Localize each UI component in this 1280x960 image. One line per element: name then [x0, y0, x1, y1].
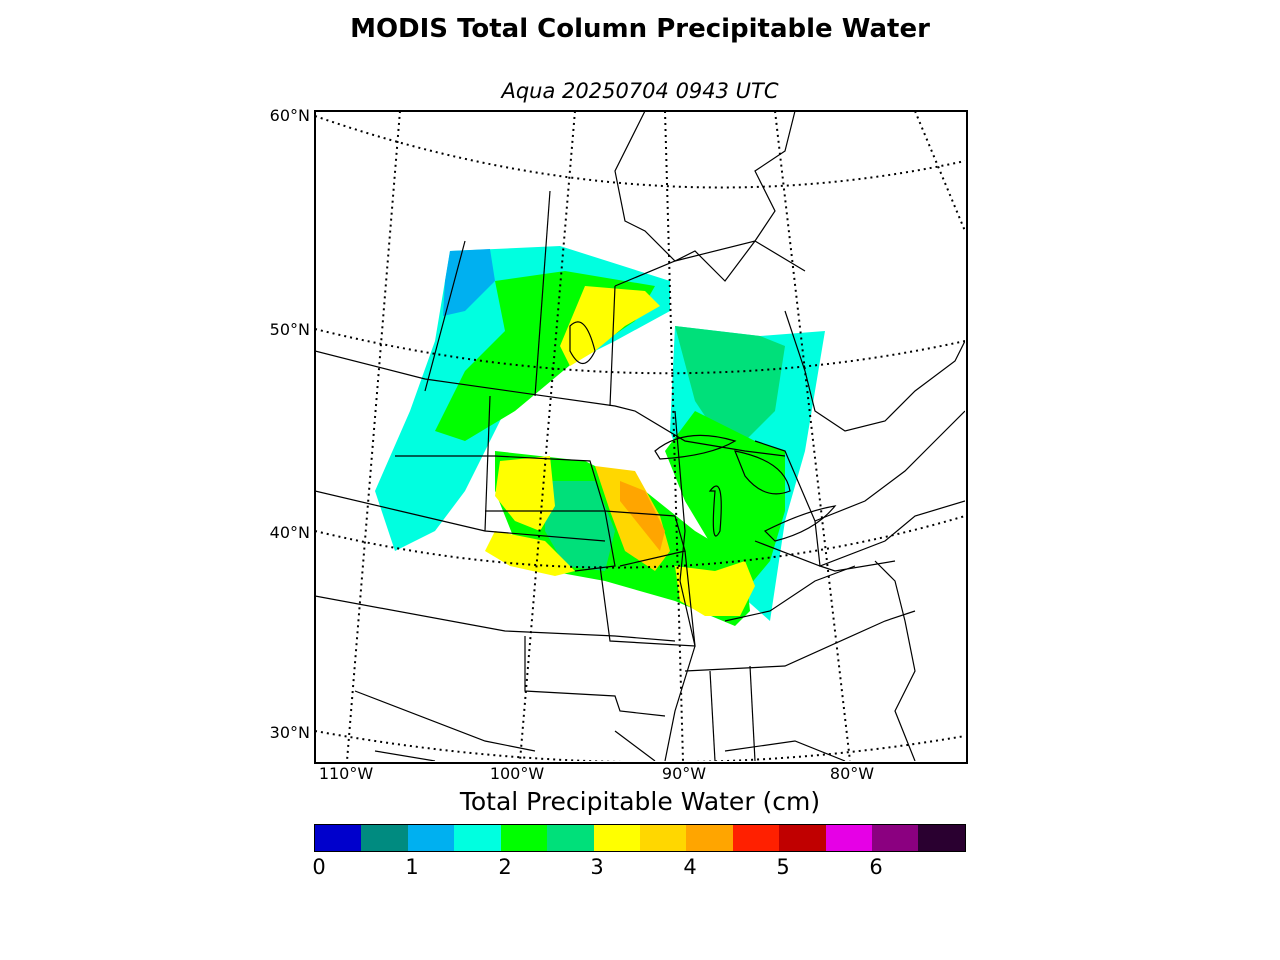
state-line-south3 — [749, 665, 756, 761]
quebec-coast — [784, 310, 965, 432]
pw-region-south-orange — [620, 481, 665, 551]
pw-region-south-yellow2 — [485, 531, 575, 576]
parallel-30n — [315, 730, 965, 761]
pw-region-south-teal — [545, 481, 615, 571]
state-line-row3 — [315, 595, 676, 642]
hudson-bay-coast — [614, 111, 796, 282]
parallel-40n — [315, 515, 965, 569]
province-line-3 — [609, 285, 616, 407]
lake-superior — [654, 434, 737, 460]
state-line-tx — [524, 636, 666, 717]
pw-region-south-yellow — [495, 456, 555, 531]
lon-label-110w: 110°W — [318, 764, 374, 783]
meridian-110w — [346, 111, 401, 761]
colorbar-segment-7 — [639, 825, 687, 851]
state-line-ne — [485, 510, 616, 572]
map-panel — [315, 111, 965, 761]
state-line-ia — [604, 510, 686, 567]
colorbar — [314, 824, 966, 852]
st-lawrence — [814, 410, 965, 522]
colorbar-segment-3 — [454, 825, 501, 851]
parallel-50n — [315, 328, 965, 375]
colorbar-tick-3: 3 — [590, 855, 604, 879]
pw-region-west-blue — [443, 249, 495, 316]
gulf-coast — [374, 730, 846, 761]
meridian-70w — [914, 111, 965, 232]
lon-label-100w: 100°W — [489, 764, 545, 783]
state-line-row2 — [395, 455, 606, 512]
state-line-ohio-river — [724, 565, 856, 622]
pw-swath — [375, 246, 825, 626]
province-line-2 — [534, 190, 551, 397]
colorbar-segment-5 — [547, 825, 594, 851]
state-line-southeast — [684, 610, 916, 672]
meridian-80w — [774, 111, 851, 761]
lat-label-40n: 40°N — [269, 523, 310, 542]
state-line-ohio — [754, 540, 896, 572]
state-line-dakotas — [484, 395, 491, 532]
atlantic-coast — [874, 560, 916, 761]
colorbar-tick-6: 6 — [869, 855, 883, 879]
colorbar-segment-11 — [825, 825, 873, 851]
colorbar-title: Total Precipitable Water (cm) — [459, 787, 821, 816]
state-line-row4 — [354, 690, 536, 752]
pw-region-west-yellow — [560, 286, 660, 366]
colorbar-segment-1 — [361, 825, 408, 851]
colorbar-segment-10 — [779, 825, 826, 851]
canada-us-border — [315, 350, 786, 457]
graticule — [315, 111, 965, 761]
colorbar-segment-4 — [500, 825, 548, 851]
meridian-100w — [519, 111, 576, 761]
colorbar-segment-6 — [593, 825, 640, 851]
lon-label-90w: 90°W — [661, 764, 707, 783]
province-line-4 — [614, 240, 806, 287]
boundaries — [315, 111, 965, 761]
colorbar-segment-2 — [407, 825, 455, 851]
parallel-60n — [315, 115, 965, 189]
lake-huron — [734, 450, 791, 495]
colorbar-segment-9 — [732, 825, 780, 851]
lon-label-80w: 80°W — [829, 764, 875, 783]
meridian-90w — [664, 111, 684, 761]
state-line-mt — [315, 490, 606, 542]
figure-title: MODIS Total Column Precipitable Water — [350, 14, 930, 44]
colorbar-tick-0: 0 — [312, 855, 326, 879]
lat-label-50n: 50°N — [269, 320, 310, 339]
colorbar-tick-5: 5 — [776, 855, 790, 879]
state-line-mississippi — [664, 410, 696, 761]
colorbar-tick-4: 4 — [683, 855, 697, 879]
lat-label-60n: 60°N — [269, 106, 310, 125]
pw-region-south-gold — [595, 466, 670, 571]
lake-winnipeg — [569, 321, 596, 365]
lat-label-30n: 30°N — [269, 723, 310, 742]
colorbar-segment-8 — [686, 825, 733, 851]
colorbar-tick-2: 2 — [498, 855, 512, 879]
pw-region-se-yellow — [675, 561, 755, 616]
state-line-mo — [599, 550, 696, 647]
colorbar-tick-1: 1 — [405, 855, 419, 879]
pw-region-east-green — [675, 326, 785, 441]
colorbar-segment-13 — [918, 825, 965, 851]
map-svg — [315, 111, 965, 761]
great-lakes — [708, 485, 722, 537]
colorbar-segment-12 — [872, 825, 919, 851]
figure-subtitle: Aqua 20250704 0943 UTC — [501, 79, 779, 103]
lake-erie — [763, 505, 837, 542]
province-line-1 — [424, 240, 466, 392]
state-line-south2 — [709, 670, 716, 761]
colorbar-segment-0 — [315, 825, 362, 851]
